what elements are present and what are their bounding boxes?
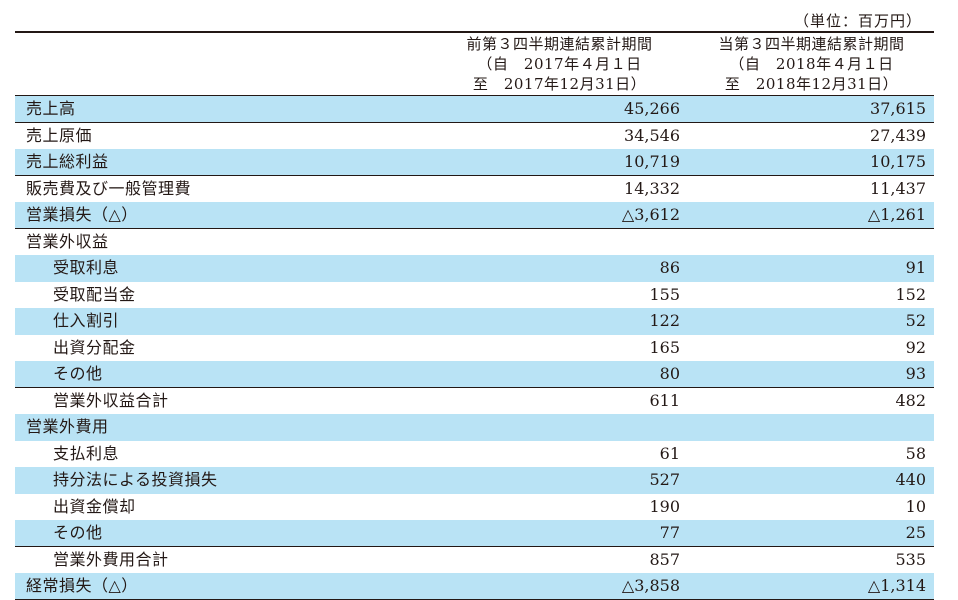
row-value-prev: 86	[659, 258, 680, 277]
header-prev-period: 前第３四半期連結累計期間 （自 2017年４月１日 至 2017年12月31日）	[447, 34, 672, 94]
header-prev-from: （自 2017年４月１日	[477, 55, 642, 73]
table-row: 出資分配金 165 92	[15, 335, 934, 362]
table-row: 経常損失（△） △3,858 △1,314	[15, 573, 934, 600]
table-row: 営業外費用	[15, 414, 934, 441]
row-value-curr: △1,261	[867, 205, 926, 224]
row-label: 営業外費用	[26, 417, 109, 436]
row-value-prev: 34,546	[624, 125, 680, 145]
row-value-curr: 25	[905, 523, 926, 542]
income-statement-table: 前第３四半期連結累計期間 （自 2017年４月１日 至 2017年12月31日）…	[15, 31, 934, 600]
row-value-curr: 27,439	[870, 125, 926, 145]
row-label: 持分法による投資損失	[53, 470, 218, 489]
row-value-curr: 93	[905, 364, 926, 383]
row-value-prev: 61	[659, 443, 680, 463]
row-value-curr: 58	[905, 443, 926, 463]
row-value-prev: 165	[649, 337, 680, 357]
row-value-prev: 122	[649, 311, 680, 330]
table-row: 営業外収益合計 611 482	[15, 388, 934, 415]
table-row: 受取利息 86 91	[15, 255, 934, 282]
row-value-prev: 77	[659, 523, 680, 542]
unit-note: （単位：百万円）	[793, 12, 922, 30]
row-value-prev: △3,612	[621, 205, 680, 224]
row-value-prev: 10,719	[624, 152, 680, 171]
table-row: その他 80 93	[15, 361, 934, 388]
row-label: 営業損失（△）	[26, 205, 138, 224]
row-value-curr: 535	[895, 549, 926, 569]
row-label: 売上総利益	[26, 152, 109, 171]
row-value-prev: 14,332	[624, 178, 680, 198]
row-value-curr: 11,437	[870, 178, 926, 198]
table-row: 売上原価 34,546 27,439	[15, 123, 934, 150]
row-value-prev: 857	[649, 549, 680, 569]
row-label: 出資金償却	[53, 496, 136, 516]
row-value-prev: 45,266	[624, 99, 680, 118]
row-label: 営業外収益合計	[53, 390, 169, 410]
table-row: 営業外収益	[15, 229, 934, 256]
row-value-curr: 440	[895, 470, 926, 489]
table-row: 受取配当金 155 152	[15, 282, 934, 309]
table-row: 営業外費用合計 857 535	[15, 547, 934, 574]
row-value-curr: △1,314	[867, 576, 926, 595]
row-value-curr: 91	[905, 258, 926, 277]
table-row: 支払利息 61 58	[15, 441, 934, 468]
row-value-prev: △3,858	[621, 576, 680, 595]
row-label: 受取利息	[53, 258, 120, 277]
table-row: 売上総利益 10,719 10,175	[15, 149, 934, 176]
row-value-curr: 10	[905, 496, 926, 516]
table-row: 出資金償却 190 10	[15, 494, 934, 521]
row-label: 営業外費用合計	[53, 549, 169, 569]
row-label: 受取配当金	[53, 284, 136, 304]
header-curr-period: 当第３四半期連結累計期間 （自 2018年４月１日 至 2018年12月31日）	[699, 34, 924, 94]
row-label: 仕入割引	[53, 311, 120, 330]
row-value-curr: 152	[895, 284, 926, 304]
table-row: 売上高 45,266 37,615	[15, 96, 934, 123]
row-value-prev: 611	[649, 390, 680, 410]
row-label: 支払利息	[53, 443, 120, 463]
row-label: 販売費及び一般管理費	[26, 178, 192, 198]
row-value-curr: 482	[895, 390, 926, 410]
row-label: その他	[53, 523, 103, 542]
row-value-curr: 10,175	[870, 152, 926, 171]
row-label: 出資分配金	[53, 337, 136, 357]
header-curr-from: （自 2018年４月１日	[729, 55, 894, 73]
header-prev-to: 至 2017年12月31日）	[472, 75, 647, 93]
table-row: 持分法による投資損失 527 440	[15, 467, 934, 494]
table-row: 仕入割引 122 52	[15, 308, 934, 335]
header-curr-title: 当第３四半期連結累計期間	[718, 35, 905, 53]
row-value-curr: 52	[905, 311, 926, 330]
header-prev-title: 前第３四半期連結累計期間	[466, 35, 653, 53]
table-row: その他 77 25	[15, 520, 934, 547]
table-row: 営業損失（△） △3,612 △1,261	[15, 202, 934, 229]
row-value-curr: 37,615	[870, 99, 926, 118]
row-label: 売上高	[26, 99, 76, 118]
row-label: 経常損失（△）	[26, 576, 138, 595]
table-row: 販売費及び一般管理費 14,332 11,437	[15, 176, 934, 203]
row-label: 営業外収益	[26, 231, 109, 251]
row-value-prev: 190	[649, 496, 680, 516]
table-header: 前第３四半期連結累計期間 （自 2017年４月１日 至 2017年12月31日）…	[15, 33, 934, 96]
row-value-curr: 92	[905, 337, 926, 357]
row-value-prev: 527	[649, 470, 680, 489]
row-value-prev: 155	[649, 284, 680, 304]
row-label: その他	[53, 364, 103, 383]
row-value-prev: 80	[659, 364, 680, 383]
header-curr-to: 至 2018年12月31日）	[724, 75, 899, 93]
row-label: 売上原価	[26, 125, 93, 145]
